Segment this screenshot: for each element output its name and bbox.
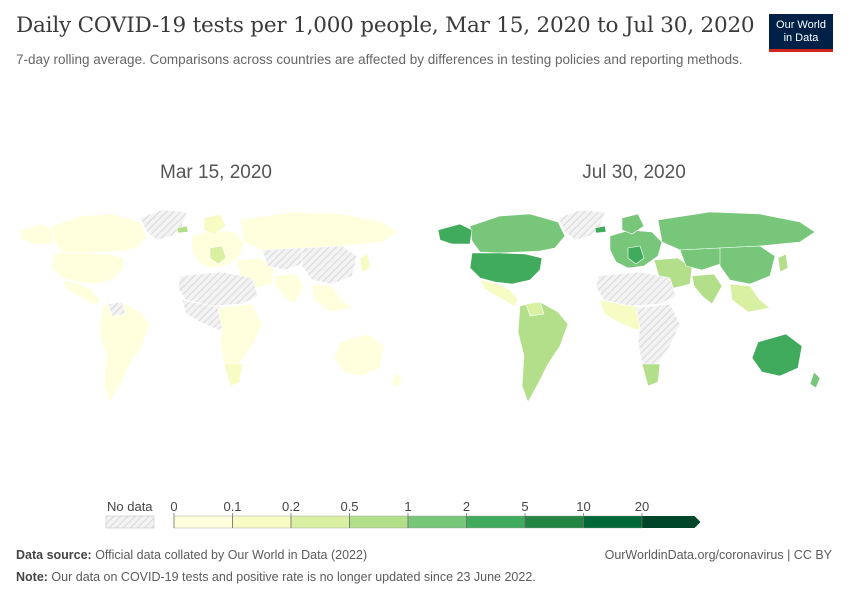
region-russia [657, 211, 816, 251]
region-venezuela [107, 301, 127, 317]
legend-no-data-label: No data [107, 499, 153, 514]
region-greenland [139, 209, 188, 241]
region-scandinavia [203, 213, 227, 235]
legend-tick-label: 0.2 [281, 499, 301, 514]
region-iceland [594, 225, 607, 234]
note-text: Our data on COVID-19 tests and positive … [47, 570, 536, 584]
legend-bin [349, 515, 409, 529]
region-usa [51, 252, 125, 285]
region-central-east-africa [217, 303, 263, 367]
region-alaska [19, 223, 55, 245]
region-scandinavia [621, 213, 645, 235]
legend-no-data-swatch [105, 515, 155, 529]
map-date-label-left: Mar 15, 2020 [160, 162, 272, 183]
data-source-text: Official data collated by Our World in D… [91, 548, 368, 562]
region-central-asia [679, 247, 727, 271]
region-italy-alps [209, 245, 227, 265]
region-canada [469, 213, 566, 254]
world-map-mar-15[interactable] [12, 196, 412, 411]
region-southeast-asia [311, 283, 353, 313]
region-new-zealand [391, 371, 403, 389]
region-alaska [437, 223, 473, 245]
legend-tick-label: 0.1 [223, 499, 242, 514]
note-label: Note: [16, 570, 48, 584]
legend-bin [232, 515, 292, 529]
legend-bin [524, 515, 584, 529]
region-canada [51, 213, 148, 254]
world-map-jul-30[interactable] [430, 196, 830, 411]
region-russia [239, 211, 398, 251]
map-date-label-right: Jul 30, 2020 [582, 162, 686, 183]
logo-line-2: in Data [783, 32, 819, 44]
legend-tick-label: 5 [521, 499, 529, 514]
chart-subtitle: 7-day rolling average. Comparisons acros… [16, 52, 743, 67]
region-new-zealand [809, 371, 821, 389]
legend-scale [105, 513, 700, 529]
legend-bin [466, 515, 526, 529]
region-australia [333, 333, 385, 377]
region-china [301, 245, 358, 285]
data-source: Data source: Official data collated by O… [16, 548, 367, 562]
legend-bin [642, 516, 700, 528]
legend-tick-label: 0.5 [340, 499, 359, 514]
region-southern-africa [641, 363, 661, 387]
region-australia [751, 333, 803, 377]
region-japan-korea [359, 253, 371, 273]
region-southern-africa [223, 363, 243, 387]
region-usa [469, 252, 543, 285]
owid-logo[interactable]: Our World in Data [769, 14, 833, 52]
chart-title: Daily COVID-19 tests per 1,000 people, M… [16, 13, 755, 38]
region-japan-korea [777, 253, 789, 273]
region-mexico [61, 279, 101, 307]
legend-tick-label: 0 [170, 499, 178, 514]
region-mexico [479, 279, 519, 307]
region-greenland [557, 209, 606, 241]
region-venezuela [525, 301, 545, 317]
note: Note: Our data on COVID-19 tests and pos… [16, 570, 536, 584]
region-iceland [176, 225, 189, 234]
legend-tick-label: 2 [462, 499, 471, 514]
legend-tick-label: 1 [404, 499, 412, 514]
legend-tick-label: 10 [576, 499, 591, 514]
region-central-east-africa [635, 303, 681, 367]
logo-line-1: Our World [776, 19, 826, 31]
legend-bin [583, 515, 643, 529]
legend-tick-label: 20 [634, 499, 650, 514]
region-north-africa [595, 271, 677, 307]
region-china [719, 245, 776, 285]
region-north-africa [177, 271, 259, 307]
legend-bin [290, 515, 350, 529]
legend-bin [407, 515, 467, 529]
region-india [691, 273, 723, 305]
region-southeast-asia [729, 283, 771, 313]
region-south-america [99, 301, 151, 403]
source-url-link[interactable]: OurWorldinData.org/coronavirus | CC BY [604, 548, 832, 562]
region-italy-alps [627, 245, 645, 265]
legend-bin [173, 515, 233, 529]
region-south-america [517, 301, 569, 403]
data-source-label: Data source: [16, 548, 92, 562]
region-central-asia [261, 247, 309, 271]
region-india [273, 273, 305, 305]
